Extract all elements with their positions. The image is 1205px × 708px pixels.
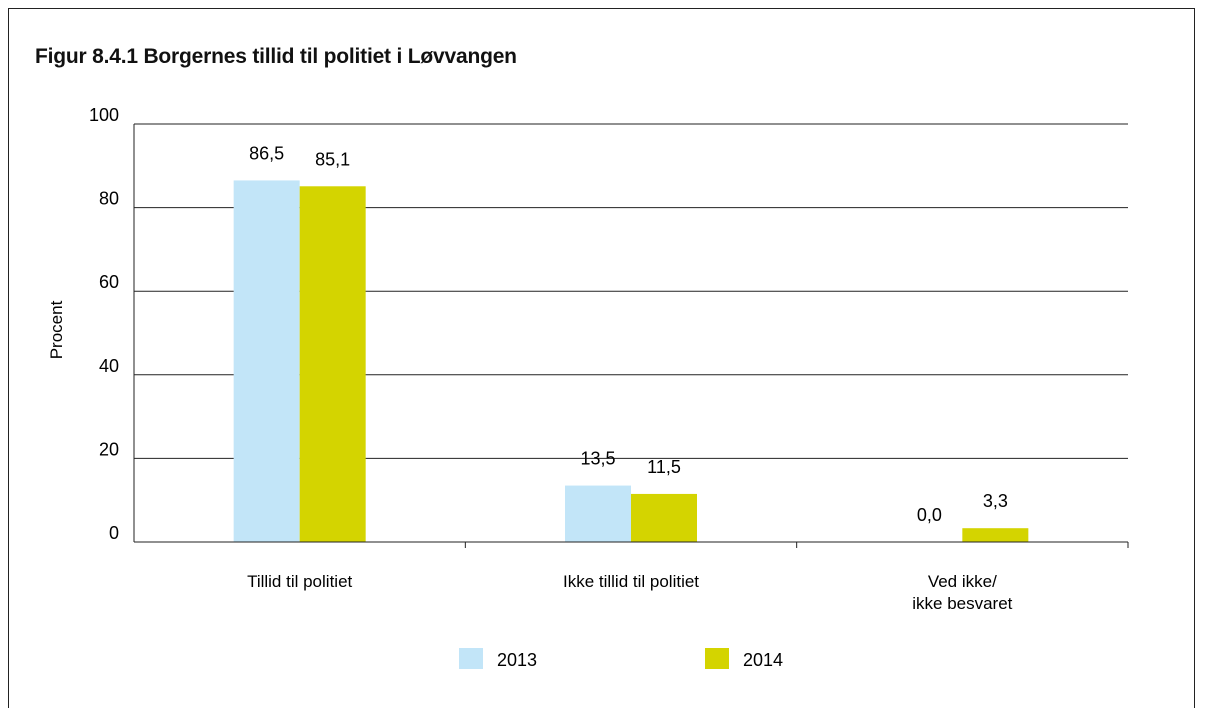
y-tick-label-20: 20 [99, 439, 119, 459]
x-tick-label-2-line-1: Ikke tillid til politiet [563, 572, 699, 591]
legend-label-2013: 2013 [497, 650, 537, 670]
x-tick-label-3-line-2: ikke besvaret [912, 594, 1012, 613]
x-tick-label-1-line-1: Tillid til politiet [247, 572, 352, 591]
bar-2013-2 [565, 485, 631, 542]
bar-2014-2 [631, 493, 697, 542]
y-axis-label: Procent [47, 300, 66, 359]
x-axis [133, 124, 1129, 548]
y-tick-label-0: 0 [109, 523, 119, 543]
data-label-2013-3: 0,0 [917, 505, 942, 525]
x-axis-tick-labels: Tillid til politiet Ikke tillid til polit… [247, 572, 1013, 613]
data-label-2013-2: 13,5 [580, 449, 615, 469]
x-tick-label-3-line-1: Ved ikke/ [928, 572, 997, 591]
legend-swatch-2013 [459, 648, 483, 669]
figure-frame [8, 8, 1195, 708]
data-label-2014-3: 3,3 [983, 491, 1008, 511]
y-tick-label-100: 100 [89, 105, 119, 125]
data-label-2014-2: 11,5 [647, 457, 681, 477]
bar-2013-1 [233, 180, 300, 542]
legend-swatch-2014 [705, 648, 729, 669]
chart-title: Figur 8.4.1 Borgernes tillid til politie… [35, 45, 517, 68]
y-tick-label-60: 60 [99, 272, 119, 292]
bar-2014-3 [962, 528, 1029, 542]
bars [233, 180, 1029, 543]
data-label-2014-1: 85,1 [315, 149, 350, 169]
legend: 2013 2014 [459, 648, 783, 670]
y-tick-label-80: 80 [99, 189, 119, 209]
bar-2014-1 [299, 186, 366, 543]
legend-label-2014: 2014 [743, 650, 783, 670]
data-label-2013-1: 86,5 [249, 143, 284, 163]
y-axis-ticks: 0 20 40 60 80 100 [89, 105, 119, 543]
data-labels: 86,5 85,1 13,5 11,5 0,0 3,3 [249, 143, 1008, 525]
y-tick-label-40: 40 [99, 356, 119, 376]
